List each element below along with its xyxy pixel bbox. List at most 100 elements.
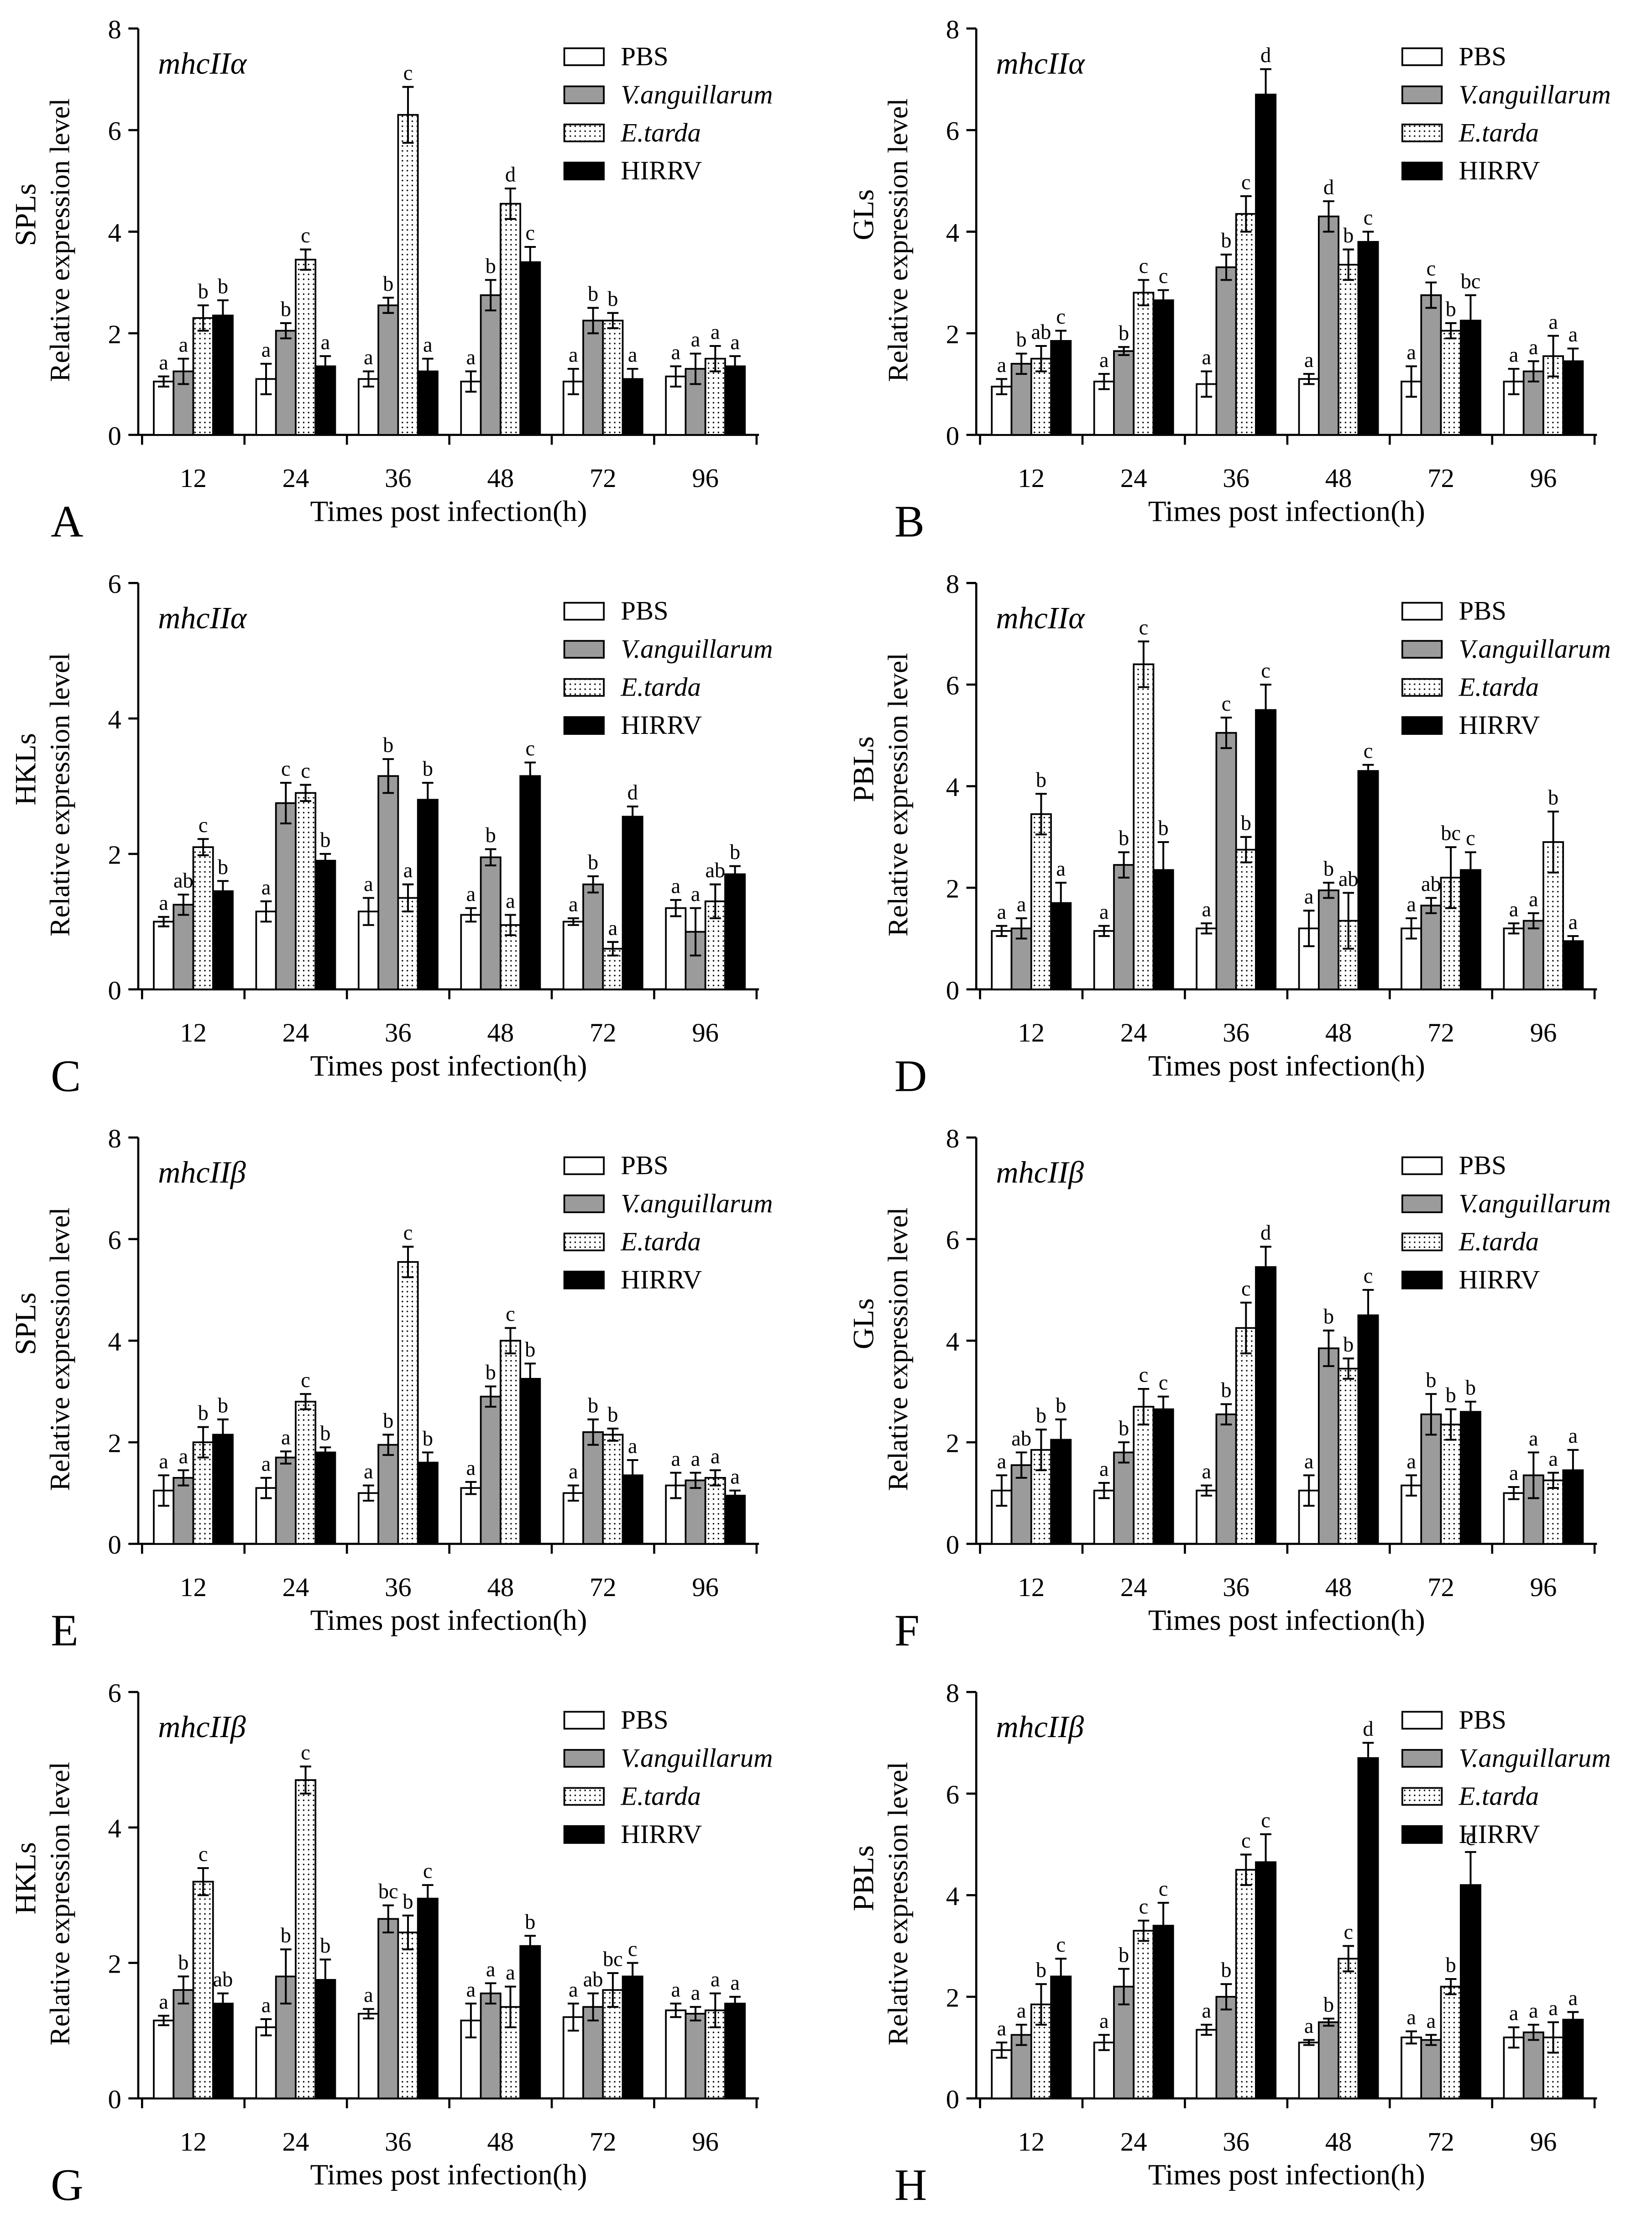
significance-letter: b	[1221, 1379, 1231, 1402]
legend-swatch	[1401, 123, 1443, 142]
error-bar	[363, 897, 374, 926]
bar	[1133, 292, 1155, 436]
significance-letter: b	[588, 851, 598, 874]
gene-label: mhcIIβ	[996, 1155, 1084, 1189]
error-bar	[1527, 1451, 1539, 1499]
error-bar	[607, 1427, 619, 1442]
significance-letter: c	[628, 1937, 638, 1961]
significance-letter: a	[364, 873, 373, 896]
error-bar	[1220, 1403, 1232, 1426]
error-bar	[607, 312, 619, 330]
significance-letter: c	[506, 1303, 515, 1326]
bar	[192, 317, 214, 436]
bar	[1255, 94, 1277, 436]
tissue-label: SPLs	[9, 183, 42, 246]
error-bar	[1015, 352, 1027, 375]
significance-letter: a	[691, 328, 701, 351]
significance-letter: b	[218, 275, 228, 298]
significance-letter: a	[997, 354, 1007, 377]
bar	[417, 1897, 439, 2100]
legend-label: PBS	[1459, 1151, 1506, 1180]
bar	[1459, 869, 1481, 990]
y-axis-title: Relative expression level	[44, 1762, 75, 2045]
error-bar	[1118, 1441, 1129, 1464]
error-bar	[1157, 1902, 1169, 1950]
tissue-label: HKLs	[9, 733, 42, 806]
y-tick-label: 0	[946, 421, 959, 450]
significance-letter: b	[1446, 1954, 1456, 1977]
bar	[460, 914, 482, 990]
y-tick-label: 4	[108, 1327, 121, 1356]
bar	[377, 1444, 399, 1545]
error-bar	[627, 1459, 638, 1492]
y-tick-label: 8	[946, 569, 959, 599]
error-bar	[567, 368, 579, 395]
legend-label: HIRRV	[621, 1265, 702, 1294]
bar	[460, 1487, 482, 1545]
x-tick-label: 72	[590, 1018, 617, 1047]
bar	[480, 1396, 502, 1545]
legend-label: E.tarda	[620, 1227, 701, 1257]
error-bar	[996, 378, 1008, 395]
error-bar	[178, 1469, 189, 1487]
significance-letter: c	[1364, 739, 1373, 763]
x-tick-label: 72	[1427, 1572, 1454, 1602]
significance-letter: a	[1529, 2000, 1538, 2023]
bar	[1215, 1996, 1237, 2100]
significance-letter: ab	[1031, 321, 1051, 344]
bar	[1562, 2019, 1584, 2100]
error-bar	[197, 1867, 209, 1896]
error-bar	[1547, 2021, 1559, 2054]
error-bar	[1425, 281, 1437, 309]
bar	[1215, 266, 1237, 436]
significance-letter: a	[466, 1456, 476, 1480]
bar	[1030, 813, 1052, 990]
bar	[1562, 940, 1584, 990]
error-bar	[1547, 1471, 1559, 1489]
error-bar	[1406, 365, 1417, 398]
significance-letter: b	[383, 272, 393, 296]
error-bar	[729, 1489, 741, 1502]
significance-letter: b	[1343, 224, 1354, 247]
error-bar	[1547, 811, 1559, 874]
legend-swatch	[563, 1194, 605, 1213]
error-bar	[178, 357, 189, 385]
error-bar	[1362, 1289, 1374, 1342]
gene-label: mhcIIα	[996, 46, 1086, 80]
error-bar	[260, 2018, 272, 2037]
bar	[724, 365, 746, 436]
y-tick-label: 0	[946, 1530, 959, 1560]
bar	[255, 2026, 277, 2100]
bar	[1133, 663, 1155, 990]
significance-letter: a	[364, 1460, 373, 1483]
y-tick-label: 8	[946, 15, 959, 44]
bar	[519, 1945, 541, 2100]
error-bar	[1138, 1388, 1150, 1426]
bar	[1235, 1869, 1257, 2100]
y-tick-label: 4	[946, 218, 959, 247]
significance-letter: a	[1202, 898, 1211, 922]
error-bar	[670, 2002, 682, 2018]
error-bar	[402, 1914, 414, 1951]
legend-label: V.anguillarum	[1459, 1189, 1610, 1218]
significance-letter: a	[1017, 2000, 1026, 2023]
bar	[1338, 1958, 1359, 2100]
bar	[724, 1495, 746, 1545]
y-tick-label: 0	[108, 421, 121, 450]
significance-letter: a	[1548, 1997, 1558, 2020]
y-axis-title: Relative expression level	[883, 1762, 914, 2045]
significance-letter: a	[261, 1452, 271, 1476]
bar	[173, 904, 194, 990]
legend-label: V.anguillarum	[621, 79, 773, 109]
error-bar	[1465, 851, 1476, 889]
significance-letter: a	[364, 346, 373, 369]
legend-swatch	[1401, 1749, 1443, 1768]
legend-label: E.tarda	[620, 1781, 701, 1811]
error-bar	[1138, 279, 1150, 306]
x-tick-label: 36	[385, 463, 412, 493]
bar	[153, 381, 175, 436]
y-tick-label: 4	[946, 1881, 959, 1911]
legend-label: HIRRV	[1459, 710, 1540, 740]
